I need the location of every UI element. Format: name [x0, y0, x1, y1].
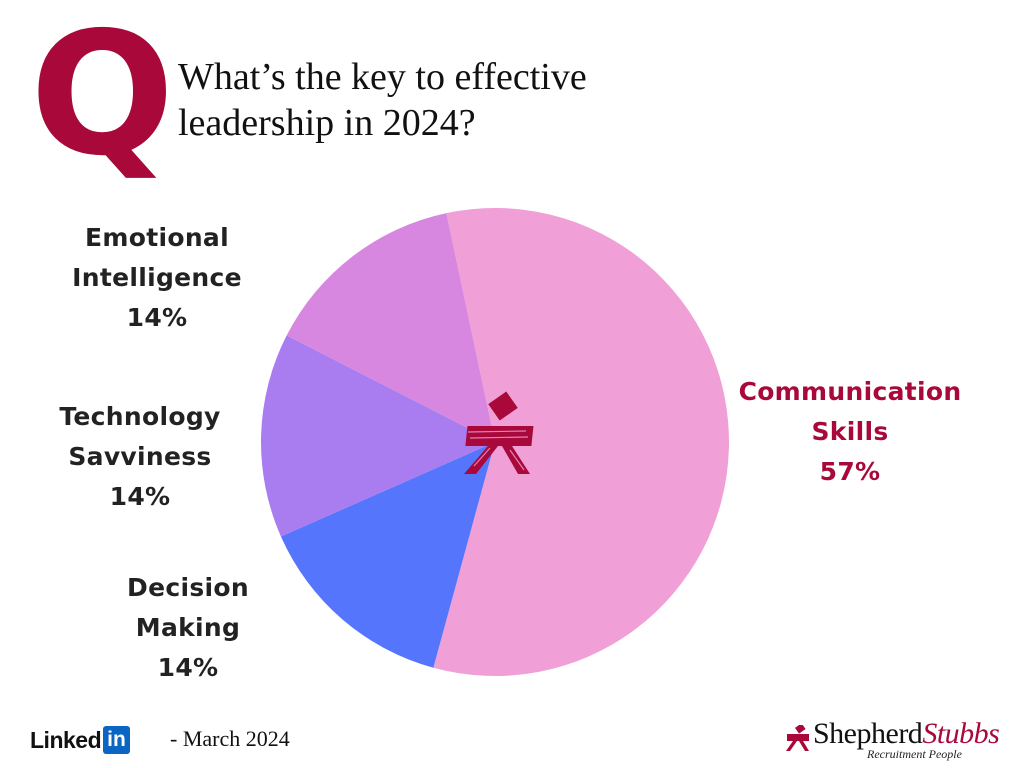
label-percent: 14% [157, 653, 219, 682]
shepherd-stubbs-small-emblem-icon [786, 725, 809, 751]
label-percent: 14% [126, 303, 188, 332]
question-q-logo: Q [30, 0, 175, 194]
slice-label-decision-making: Decision Making 14% [108, 568, 268, 688]
slice-label-emotional-intelligence: Emotional Intelligence 14% [62, 218, 252, 338]
title-line-2: leadership in 2024? [178, 102, 476, 144]
shepherd-stubbs-emblem-icon [464, 391, 534, 474]
company-name-part-1: Shepherd [813, 717, 923, 750]
pie-slice-emotional [286, 213, 495, 442]
company-name-part-2: Stubbs [922, 717, 1000, 750]
linkedin-logo: Linked in [30, 726, 130, 754]
label-line: Savviness [68, 442, 212, 471]
label-percent: 14% [109, 482, 171, 511]
label-line: Making [135, 613, 241, 642]
linkedin-wordmark: Linked [30, 726, 102, 753]
pie-slice-decision [280, 442, 495, 668]
pie-slice-communication [433, 208, 729, 676]
page-title: What’s the key to effective leadership i… [178, 54, 587, 146]
label-line: Intelligence [72, 263, 242, 292]
shepherd-stubbs-logo: ShepherdStubbs Recruitment People [785, 717, 1020, 763]
label-line: Technology [59, 402, 221, 431]
title-line-1: What’s the key to effective [178, 56, 587, 98]
company-tagline: Recruitment People [867, 747, 962, 761]
label-line: Decision [127, 573, 249, 602]
label-line: Emotional [85, 223, 229, 252]
slice-label-technology-savviness: Technology Savviness 14% [50, 397, 230, 517]
company-name: ShepherdStubbs [813, 717, 1000, 751]
pie-slice-technology [260, 335, 495, 537]
linkedin-in-icon: in [103, 726, 130, 754]
survey-date: - March 2024 [170, 726, 290, 751]
label-percent: 57% [819, 457, 881, 486]
label-line: Communication [738, 377, 962, 406]
label-line: Skills [811, 417, 889, 446]
slice-label-communication-skills: Communication Skills 57% [735, 372, 965, 492]
